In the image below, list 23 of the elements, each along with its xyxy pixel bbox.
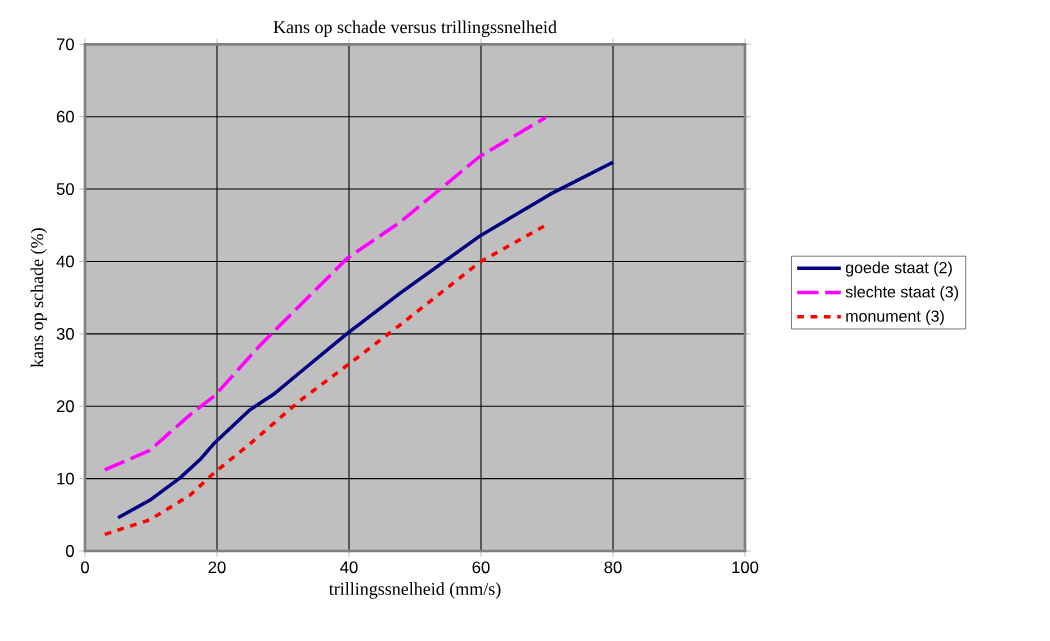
chart-title: Kans op schade versus trillingssnelheid — [273, 20, 557, 37]
line-series — [103, 115, 548, 472]
y-axis-title: kans op schade (%) — [30, 228, 47, 368]
x-tick-label: 0 — [81, 561, 89, 574]
x-axis-title: trillingssnelheid (mm/s) — [328, 582, 501, 599]
legend-label: slechte staat (3) — [845, 285, 959, 301]
line-series — [103, 223, 548, 537]
y-tick-label: 70 — [56, 38, 74, 51]
line-series — [116, 160, 615, 520]
y-tick-label: 50 — [56, 183, 74, 195]
y-tick-label: 60 — [56, 110, 74, 123]
y-tick-label: 30 — [56, 327, 74, 340]
x-tick-label: 40 — [340, 561, 358, 574]
y-tick-label: 20 — [56, 400, 74, 413]
legend-label: monument (3) — [846, 310, 944, 325]
legend-label: goede staat (2) — [845, 261, 952, 277]
y-tick-label: 0 — [65, 545, 74, 557]
x-tick-label: 100 — [732, 561, 759, 574]
x-tick-label: 80 — [604, 561, 622, 574]
x-tick-label: 20 — [208, 561, 226, 574]
x-tick-label: 60 — [472, 561, 490, 574]
y-tick-label: 40 — [56, 255, 74, 268]
y-tick-label: 10 — [57, 472, 74, 485]
